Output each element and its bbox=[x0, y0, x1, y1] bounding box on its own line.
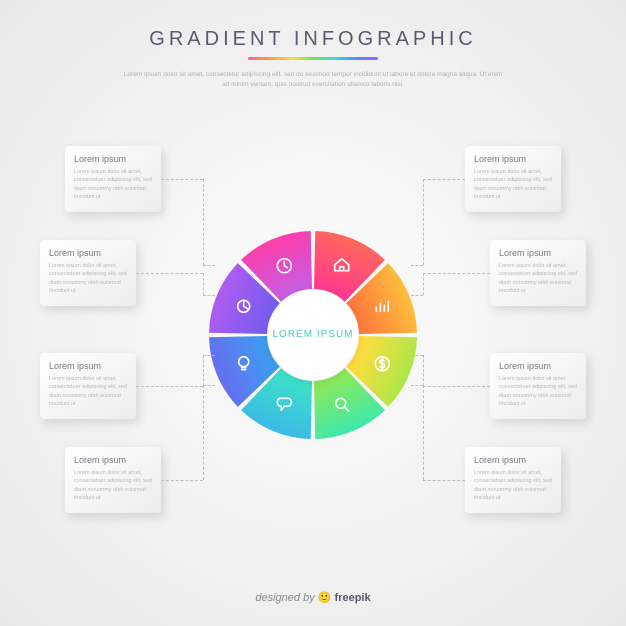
card-body: Lorem ipsum dolor sit amet, consectetuer… bbox=[74, 469, 152, 502]
card-title: Lorem ipsum bbox=[474, 154, 552, 164]
donut-center-label: LOREM IPSUM bbox=[263, 329, 363, 340]
info-card: Lorem ipsum Lorem ipsum dolor sit amet, c… bbox=[490, 353, 586, 419]
info-card: Lorem ipsum Lorem ipsum dolor sit amet, c… bbox=[40, 240, 136, 306]
card-title: Lorem ipsum bbox=[49, 248, 127, 258]
infographic-stage: Lorem ipsum Lorem ipsum dolor sit amet, c… bbox=[0, 0, 626, 626]
card-title: Lorem ipsum bbox=[74, 455, 152, 465]
credit-line: designed by 🙂 freepik bbox=[0, 591, 626, 604]
card-title: Lorem ipsum bbox=[499, 248, 577, 258]
info-card: Lorem ipsum Lorem ipsum dolor sit amet, c… bbox=[465, 447, 561, 513]
card-body: Lorem ipsum dolor sit amet, consectetuer… bbox=[499, 262, 577, 295]
card-title: Lorem ipsum bbox=[474, 455, 552, 465]
credit-brand: freepik bbox=[335, 592, 371, 604]
card-title: Lorem ipsum bbox=[49, 361, 127, 371]
info-card: Lorem ipsum Lorem ipsum dolor sit amet, c… bbox=[65, 146, 161, 212]
card-body: Lorem ipsum dolor sit amet, consectetuer… bbox=[74, 168, 152, 201]
card-title: Lorem ipsum bbox=[499, 361, 577, 371]
card-body: Lorem ipsum dolor sit amet, consectetuer… bbox=[474, 168, 552, 201]
card-body: Lorem ipsum dolor sit amet, consectetuer… bbox=[474, 469, 552, 502]
info-card: Lorem ipsum Lorem ipsum dolor sit amet, c… bbox=[465, 146, 561, 212]
info-card: Lorem ipsum Lorem ipsum dolor sit amet, c… bbox=[65, 447, 161, 513]
info-card: Lorem ipsum Lorem ipsum dolor sit amet, c… bbox=[40, 353, 136, 419]
donut-chart bbox=[0, 0, 626, 626]
card-title: Lorem ipsum bbox=[74, 154, 152, 164]
info-card: Lorem ipsum Lorem ipsum dolor sit amet, c… bbox=[490, 240, 586, 306]
card-body: Lorem ipsum dolor sit amet, consectetuer… bbox=[499, 375, 577, 408]
freepik-logo-icon: 🙂 bbox=[318, 592, 332, 604]
credit-prefix: designed by bbox=[255, 592, 317, 604]
card-body: Lorem ipsum dolor sit amet, consectetuer… bbox=[49, 262, 127, 295]
card-body: Lorem ipsum dolor sit amet, consectetuer… bbox=[49, 375, 127, 408]
